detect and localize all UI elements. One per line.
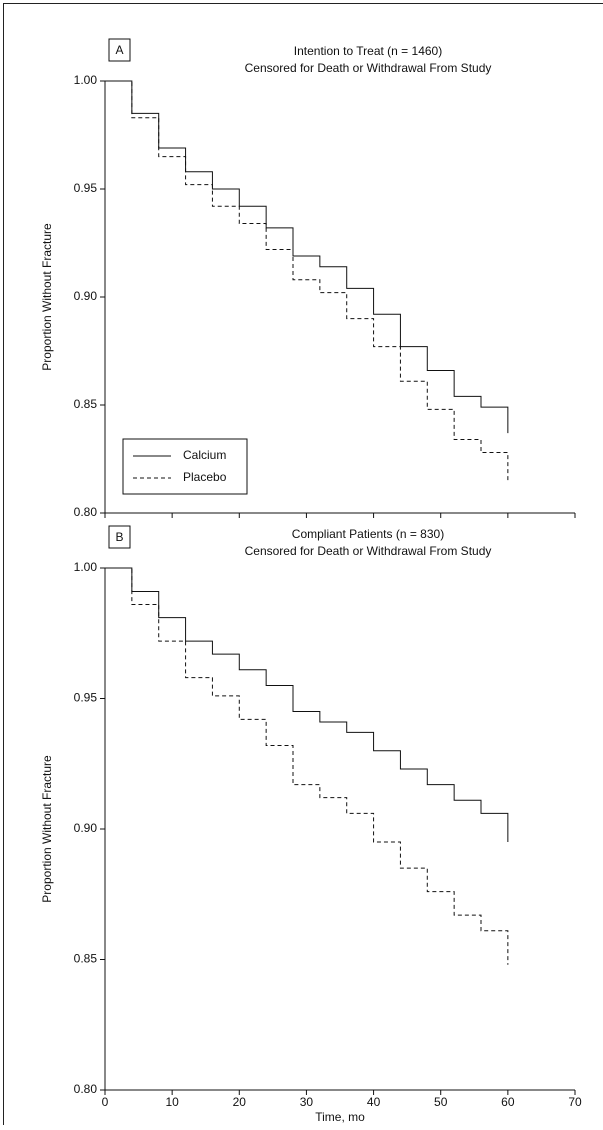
y-tick-label: 1.00 xyxy=(74,73,98,87)
chart-title: Compliant Patients (n = 830) xyxy=(292,527,444,541)
x-tick-label: 60 xyxy=(501,1095,515,1109)
y-tick-label: 0.85 xyxy=(74,952,98,966)
x-tick-label: 40 xyxy=(367,1095,381,1109)
legend-label: Calcium xyxy=(183,448,226,462)
panel: A Intention to Treat (n = 1460) Censored f… xyxy=(40,39,575,519)
y-tick-label: 0.90 xyxy=(74,821,98,835)
y-axis-label: Proportion Without Fracture xyxy=(40,223,54,371)
y-tick-label: 1.00 xyxy=(74,560,98,574)
y-tick-label: 0.80 xyxy=(74,1082,98,1096)
survival-line xyxy=(105,81,508,481)
y-tick-label: 0.95 xyxy=(74,691,98,705)
y-tick-label: 0.85 xyxy=(74,397,98,411)
panel-label: A xyxy=(115,43,123,57)
chart-subtitle: Censored for Death or Withdrawal From St… xyxy=(245,61,492,75)
x-tick-label: 70 xyxy=(568,1095,582,1109)
x-axis-label: Time, mo xyxy=(315,1110,365,1124)
x-tick-label: 30 xyxy=(300,1095,314,1109)
x-tick-label: 0 xyxy=(102,1095,109,1109)
panel: B Compliant Patients (n = 830) Censored fo… xyxy=(40,526,582,1124)
survival-line xyxy=(105,568,508,842)
y-tick-label: 0.90 xyxy=(74,289,98,303)
x-tick-label: 50 xyxy=(434,1095,448,1109)
y-axis-label: Proportion Without Fracture xyxy=(40,755,54,903)
y-tick-label: 0.80 xyxy=(74,505,98,519)
x-tick-label: 10 xyxy=(165,1095,179,1109)
chart-subtitle: Censored for Death or Withdrawal From St… xyxy=(245,544,492,558)
chart-title: Intention to Treat (n = 1460) xyxy=(294,44,442,58)
x-tick-label: 20 xyxy=(233,1095,247,1109)
y-tick-label: 0.95 xyxy=(74,181,98,195)
panel-label: B xyxy=(115,530,123,544)
legend-label: Placebo xyxy=(183,470,227,484)
survival-line xyxy=(105,81,508,433)
survival-line xyxy=(105,568,508,965)
